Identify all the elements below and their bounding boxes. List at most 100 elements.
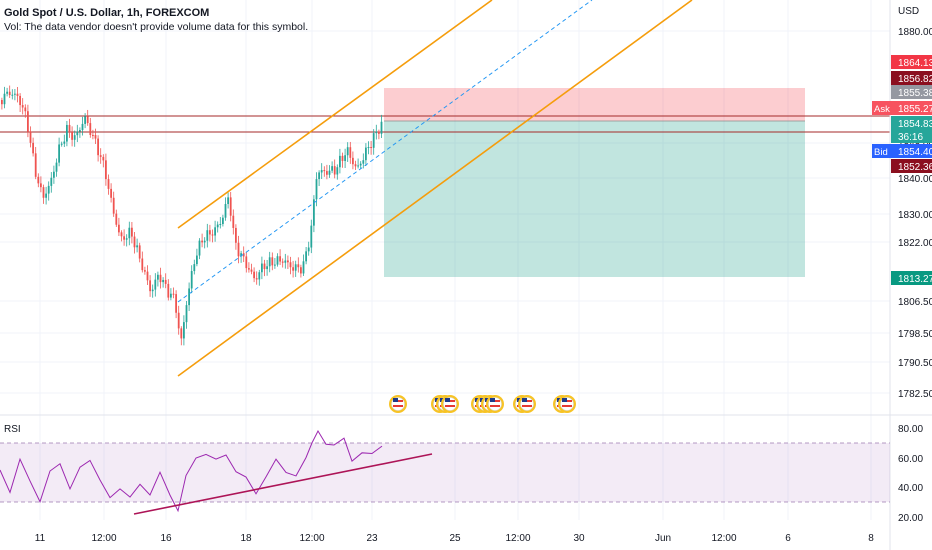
time-tick-label: 30 [573,533,585,544]
candle [102,154,105,168]
candle [370,140,372,155]
parallel-channel[interactable] [177,0,693,377]
candle [40,176,42,193]
us-flag-calendar-event-icon[interactable] [389,395,407,413]
candle [120,230,123,242]
rsi-tick-label: 80.00 [898,424,923,435]
candle [328,165,331,178]
price-badge: 1813.27 [891,271,932,285]
rsi-tick-label: 20.00 [898,513,923,524]
candle [76,124,79,143]
price-tick-label: 1798.50 [898,329,932,340]
candle [190,265,193,294]
candle [346,142,349,162]
economic-events[interactable] [389,395,576,413]
time-tick-label: 12:00 [711,533,736,544]
candle [310,219,313,254]
time-tick-label: 25 [449,533,461,544]
rsi-tick-label: 40.00 [898,483,923,494]
candle [19,93,21,112]
take-profit-zone[interactable] [384,121,805,277]
position-tool[interactable] [384,88,805,277]
candle [281,258,284,268]
candle [133,232,136,254]
candle [183,315,185,346]
candle [339,148,341,174]
candle [112,191,115,217]
currency-label[interactable]: USD [898,6,920,17]
candle [320,163,323,179]
candle [237,235,240,264]
candle [125,234,128,247]
candle [86,109,89,126]
candle [224,197,227,221]
channel-upper-line[interactable] [177,0,493,229]
us-flag-calendar-event-icon[interactable] [558,395,576,413]
candle [209,224,211,242]
candle [362,153,365,169]
candle [97,135,99,162]
candle [136,238,138,253]
candle [151,284,154,298]
svg-text:1855.38: 1855.38 [898,88,932,99]
price-badge: 1864.13 [891,55,932,69]
candle [271,252,274,271]
candle [60,141,63,147]
svg-text:1854.40: 1854.40 [898,147,932,158]
price-tick-label: 1880.00 [898,27,932,38]
svg-text:1864.13: 1864.13 [898,58,932,69]
price-axis[interactable]: 1880.001848.001840.001830.001822.001806.… [872,27,932,400]
candle [73,130,76,147]
candle [250,263,253,275]
us-flag-calendar-event-icon[interactable] [518,395,536,413]
time-axis[interactable]: 11 12:00 16 18 12:00 23 25 12:00 30 Jun 12:00 6 8 [35,533,874,544]
channel-lower-line[interactable] [177,0,693,377]
us-flag-calendar-event-icon[interactable] [441,395,459,413]
candle [378,129,380,140]
candle [154,273,157,297]
candle [219,217,222,229]
candle [240,250,242,263]
candle [123,229,125,246]
price-level-lines[interactable] [0,115,890,133]
candle [131,222,133,244]
candle [29,126,32,148]
candle [180,326,183,346]
rsi-axis[interactable]: 80.00 60.00 40.00 20.00 [898,424,923,524]
candle [6,87,8,97]
candle [307,241,310,256]
candle [159,267,162,289]
symbol-title[interactable]: Gold Spot / U.S. Dollar, 1h, FOREXCOM [4,7,210,19]
candle [206,223,209,248]
rsi-pane[interactable] [0,429,890,515]
candle [99,148,102,164]
channel-midline[interactable] [177,0,593,303]
candle [146,265,149,285]
price-badge: 1856.82 [891,71,932,85]
rsi-line [0,429,383,513]
candle [128,221,131,246]
candle [261,256,263,280]
svg-text:1852.36: 1852.36 [898,162,932,173]
candle [118,217,120,237]
candle [157,271,159,287]
rsi-label[interactable]: RSI [4,424,21,435]
candle [37,173,40,188]
candle [3,86,6,109]
svg-text:1855.27: 1855.27 [898,104,932,115]
candle [354,160,357,170]
price-tick-label: 1790.50 [898,358,932,369]
candle [323,166,326,177]
rsi-trendline[interactable] [133,453,433,515]
candle [16,87,19,103]
candle [55,158,58,177]
candle [14,88,16,101]
us-flag-calendar-event-icon[interactable] [486,395,504,413]
candle [162,277,164,288]
candle [175,290,177,319]
candle [349,141,352,164]
time-tick-label: 11 [35,533,46,544]
